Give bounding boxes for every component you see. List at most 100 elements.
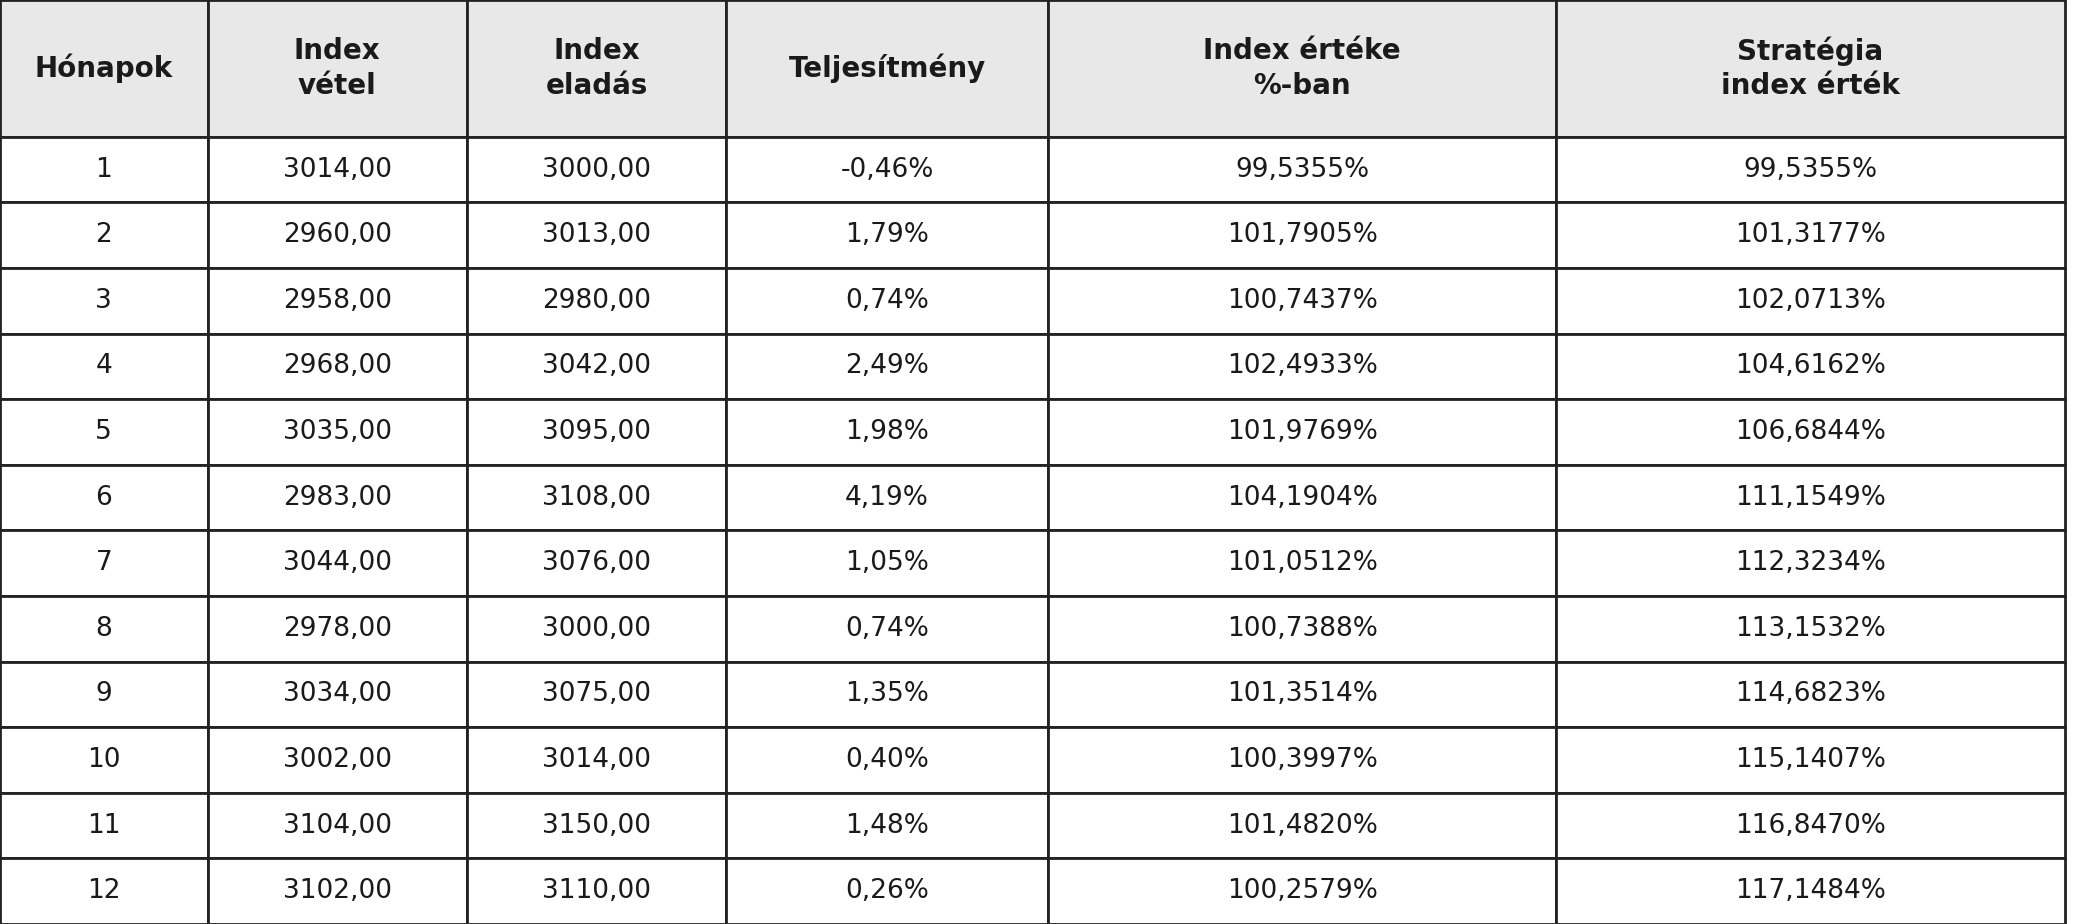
Text: 2960,00: 2960,00 [282, 222, 392, 249]
Text: 2968,00: 2968,00 [282, 353, 392, 380]
Text: 1,35%: 1,35% [845, 681, 930, 708]
Text: 7: 7 [95, 550, 112, 577]
Text: 113,1532%: 113,1532% [1735, 615, 1886, 642]
Text: 10: 10 [87, 747, 120, 773]
Bar [1556, 596, 2065, 662]
Text: 3013,00: 3013,00 [542, 222, 652, 249]
Text: 2983,00: 2983,00 [282, 484, 392, 511]
Bar [467, 727, 726, 793]
Bar [1556, 793, 2065, 858]
Bar [1048, 727, 1556, 793]
Text: 99,5355%: 99,5355% [1743, 156, 1878, 183]
Bar [0, 0, 208, 137]
Text: 101,9769%: 101,9769% [1226, 419, 1378, 445]
Text: 2,49%: 2,49% [845, 353, 930, 380]
Bar [208, 268, 467, 334]
Text: 1,05%: 1,05% [845, 550, 930, 577]
Text: 5: 5 [95, 419, 112, 445]
Bar [0, 596, 208, 662]
Text: 3110,00: 3110,00 [542, 878, 652, 905]
Bar [208, 334, 467, 399]
Text: 116,8470%: 116,8470% [1735, 812, 1886, 839]
Text: 111,1549%: 111,1549% [1735, 484, 1886, 511]
Bar [208, 727, 467, 793]
Text: 101,0512%: 101,0512% [1226, 550, 1378, 577]
Text: 11: 11 [87, 812, 120, 839]
Bar [726, 268, 1048, 334]
Bar [208, 399, 467, 465]
Bar [208, 202, 467, 268]
Bar [1048, 399, 1556, 465]
Bar [1048, 858, 1556, 924]
Bar [726, 727, 1048, 793]
Bar [467, 530, 726, 596]
Text: 1,48%: 1,48% [845, 812, 930, 839]
Bar [208, 596, 467, 662]
Bar [467, 465, 726, 530]
Bar [208, 530, 467, 596]
Bar [1556, 662, 2065, 727]
Bar [1556, 465, 2065, 530]
Bar [0, 727, 208, 793]
Bar [208, 858, 467, 924]
Text: 3035,00: 3035,00 [282, 419, 392, 445]
Text: 102,4933%: 102,4933% [1226, 353, 1378, 380]
Bar [0, 399, 208, 465]
Bar [1556, 727, 2065, 793]
Bar [0, 530, 208, 596]
Text: 102,0713%: 102,0713% [1735, 287, 1886, 314]
Bar [0, 793, 208, 858]
Bar [1048, 334, 1556, 399]
Bar [208, 793, 467, 858]
Bar [0, 662, 208, 727]
Bar [208, 0, 467, 137]
Text: 0,74%: 0,74% [845, 287, 930, 314]
Bar [467, 0, 726, 137]
Text: 8: 8 [95, 615, 112, 642]
Text: 3075,00: 3075,00 [542, 681, 652, 708]
Bar [1556, 858, 2065, 924]
Text: 1,79%: 1,79% [845, 222, 930, 249]
Bar [0, 202, 208, 268]
Bar [1048, 662, 1556, 727]
Bar [1048, 596, 1556, 662]
Bar [467, 596, 726, 662]
Bar [467, 268, 726, 334]
Text: 2978,00: 2978,00 [282, 615, 392, 642]
Bar [726, 465, 1048, 530]
Text: 3044,00: 3044,00 [282, 550, 392, 577]
Bar [1556, 0, 2065, 137]
Text: 1,98%: 1,98% [845, 419, 930, 445]
Text: 3: 3 [95, 287, 112, 314]
Text: 100,7437%: 100,7437% [1226, 287, 1378, 314]
Text: 3000,00: 3000,00 [542, 156, 652, 183]
Text: 115,1407%: 115,1407% [1735, 747, 1886, 773]
Text: 2: 2 [95, 222, 112, 249]
Text: 4: 4 [95, 353, 112, 380]
Bar [726, 596, 1048, 662]
Text: 3102,00: 3102,00 [282, 878, 392, 905]
Bar [1556, 334, 2065, 399]
Text: Index
vétel: Index vétel [295, 37, 380, 100]
Bar [726, 662, 1048, 727]
Text: 1: 1 [95, 156, 112, 183]
Text: 117,1484%: 117,1484% [1735, 878, 1886, 905]
Text: 100,2579%: 100,2579% [1226, 878, 1378, 905]
Text: 3076,00: 3076,00 [542, 550, 652, 577]
Text: 114,6823%: 114,6823% [1735, 681, 1886, 708]
Text: 101,3177%: 101,3177% [1735, 222, 1886, 249]
Bar [0, 268, 208, 334]
Text: Stratégia
index érték: Stratégia index érték [1720, 36, 1901, 101]
Text: -0,46%: -0,46% [840, 156, 934, 183]
Bar [1048, 137, 1556, 202]
Bar [726, 334, 1048, 399]
Text: 3108,00: 3108,00 [542, 484, 652, 511]
Bar [726, 202, 1048, 268]
Bar [1556, 530, 2065, 596]
Bar [726, 137, 1048, 202]
Bar [1556, 202, 2065, 268]
Text: Teljesítmény: Teljesítmény [788, 54, 986, 83]
Text: 3104,00: 3104,00 [282, 812, 392, 839]
Text: Hónapok: Hónapok [35, 54, 172, 83]
Text: 100,3997%: 100,3997% [1226, 747, 1378, 773]
